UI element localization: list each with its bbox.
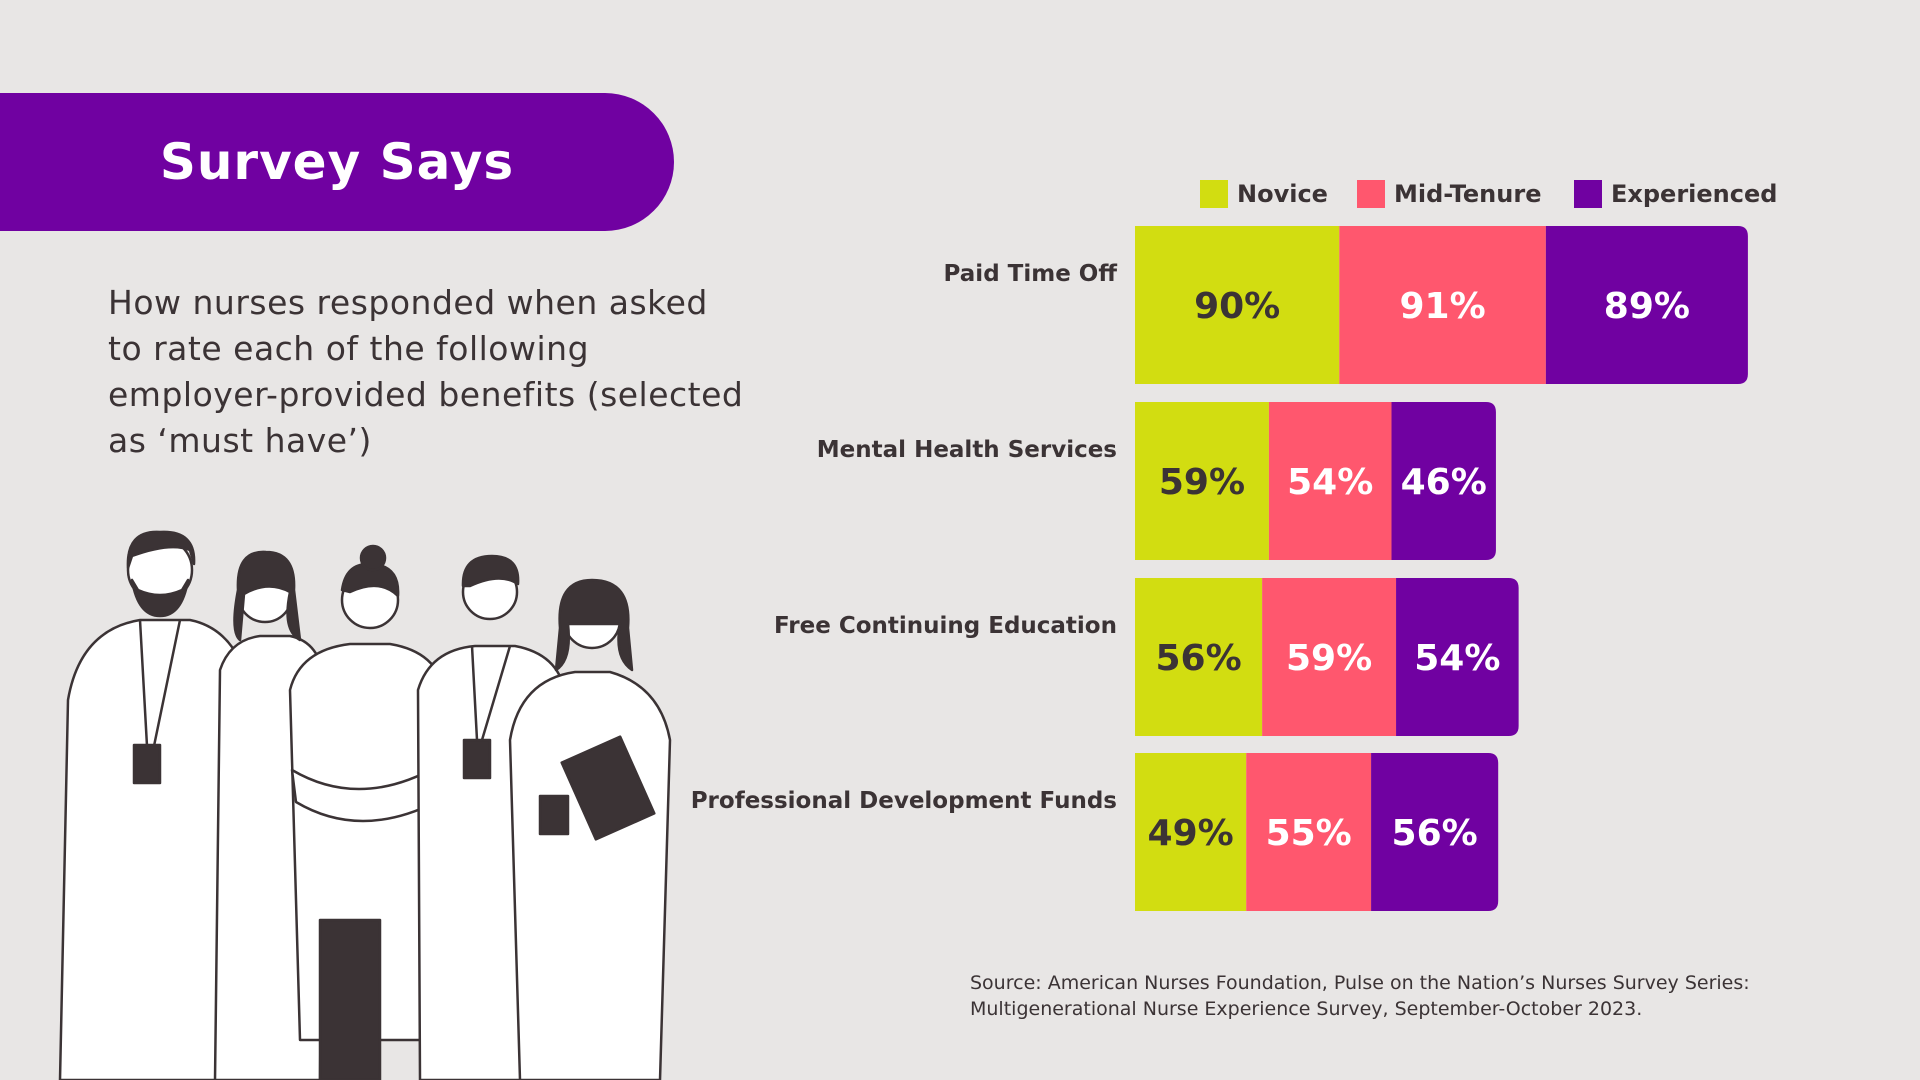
data-label: 59% xyxy=(1286,638,1372,679)
data-label: 54% xyxy=(1414,638,1500,679)
nurses-group-illustration xyxy=(58,530,672,1080)
bar-experienced xyxy=(1391,402,1496,560)
bar-experienced xyxy=(1396,578,1519,736)
data-label: 46% xyxy=(1401,462,1487,503)
nurse-figure xyxy=(58,530,262,1080)
data-label: 91% xyxy=(1399,286,1485,327)
legend-swatch-experienced xyxy=(1574,180,1602,208)
legend-label-mid-tenure: Mid-Tenure xyxy=(1394,180,1541,208)
legend-label-experienced: Experienced xyxy=(1611,180,1777,208)
category-label: Mental Health Services xyxy=(817,437,1117,463)
category-label: Free Continuing Education xyxy=(774,613,1117,639)
source-note: Source: American Nurses Foundation, Puls… xyxy=(970,972,1750,1020)
bar-mid-tenure xyxy=(1339,226,1546,384)
bar-novice xyxy=(1135,578,1263,736)
nurse-figure xyxy=(508,578,672,1080)
bar-mid-tenure xyxy=(1246,753,1372,911)
data-label: 54% xyxy=(1287,462,1373,503)
nurse-figure xyxy=(288,544,446,1080)
page-title: Survey Says xyxy=(159,133,515,191)
bar-experienced xyxy=(1545,226,1748,384)
bar-novice xyxy=(1135,753,1247,911)
bar-novice xyxy=(1135,226,1340,384)
legend-swatch-mid-tenure xyxy=(1357,180,1385,208)
data-label: 56% xyxy=(1155,638,1241,679)
data-label: 49% xyxy=(1148,813,1234,854)
bar-experienced xyxy=(1371,753,1499,911)
bar-mid-tenure xyxy=(1262,578,1397,736)
legend-swatch-novice xyxy=(1200,180,1228,208)
data-label: 56% xyxy=(1392,813,1478,854)
category-label: Paid Time Off xyxy=(944,261,1118,287)
bar-novice xyxy=(1135,402,1269,560)
chart-description: How nurses responded when asked to rate … xyxy=(108,283,744,460)
data-label: 55% xyxy=(1266,813,1352,854)
data-label: 59% xyxy=(1159,462,1245,503)
legend-label-novice: Novice xyxy=(1237,180,1328,208)
data-label: 89% xyxy=(1604,286,1690,327)
category-label: Professional Development Funds xyxy=(691,788,1117,814)
data-label: 90% xyxy=(1194,286,1280,327)
bar-mid-tenure xyxy=(1268,402,1392,560)
title-banner: Survey Says xyxy=(0,93,674,231)
